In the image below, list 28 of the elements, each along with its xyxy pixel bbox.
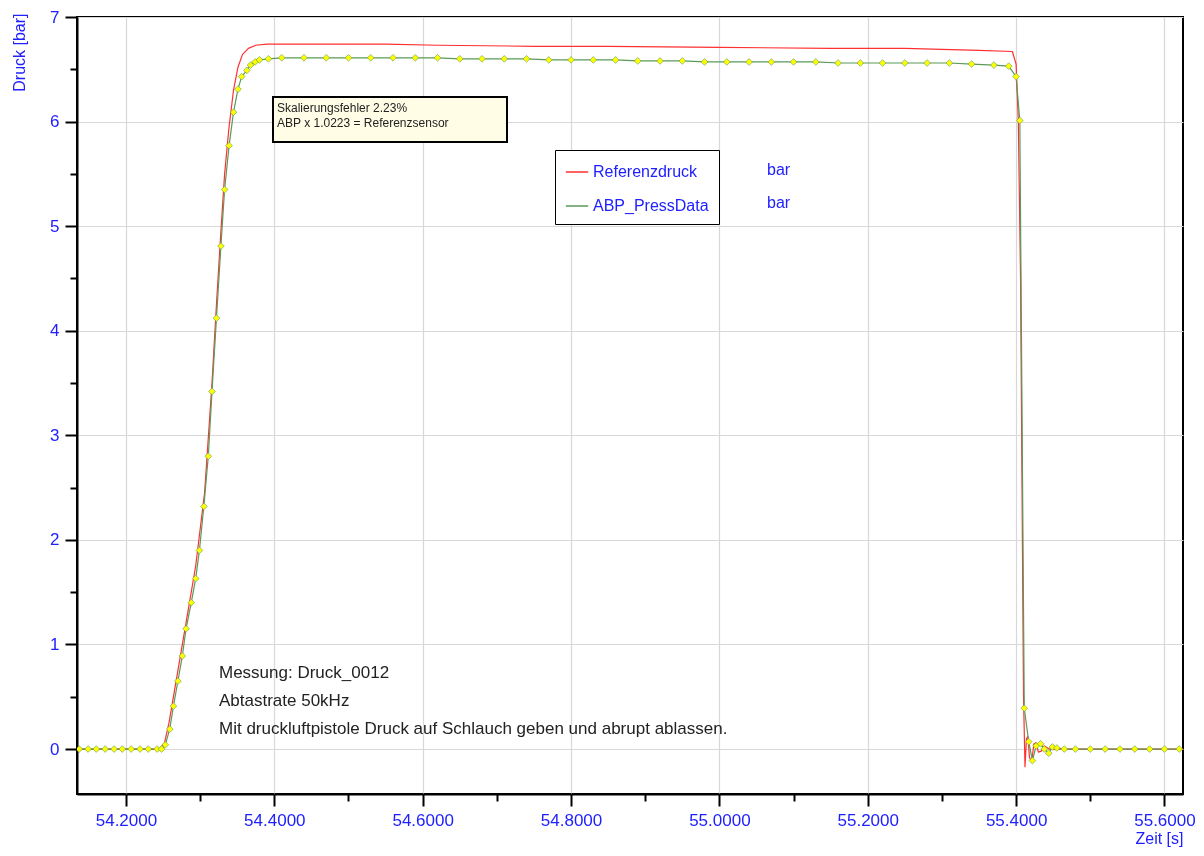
- x-tick-label: 55.0000: [689, 810, 751, 830]
- annotation: Skalierungsfehler 2.23%: [277, 101, 409, 116]
- annotation: bar: [767, 161, 791, 178]
- x-tick-label: 54.6000: [392, 810, 454, 830]
- annotation: Abtastrate 50kHz: [219, 691, 350, 710]
- x-tick-label: 54.4000: [244, 810, 306, 830]
- y-tick-label: 6: [50, 112, 60, 132]
- y-tick-label: 2: [50, 530, 60, 550]
- annotation: Mit druckluftpistole Druck auf Schlauch geben und abrupt ablassen.: [219, 719, 728, 738]
- y-tick-label: 4: [50, 321, 60, 341]
- y-tick-label: 5: [50, 216, 60, 236]
- y-axis-title: Druck [bar]: [10, 13, 28, 92]
- x-axis-title: Zeit [s]: [1135, 829, 1184, 847]
- y-tick-label: 7: [50, 7, 60, 27]
- annotation: Messung: Druck_0012: [219, 663, 390, 682]
- y-tick-label: 3: [50, 425, 60, 445]
- x-tick-label: 55.4000: [985, 810, 1048, 830]
- y-tick-label: 1: [50, 634, 60, 654]
- y-tick-label: 0: [50, 739, 60, 759]
- x-tick-label: 54.8000: [540, 810, 603, 830]
- annotation: ABP x 1.0223 = Referenzsensor: [277, 116, 450, 131]
- legend-label: ABP_PressData: [593, 197, 709, 215]
- x-tick-label: 54.2000: [95, 810, 158, 830]
- x-tick-label: 55.6000: [1134, 810, 1196, 830]
- x-tick-label: 55.2000: [837, 810, 899, 830]
- annotation: bar: [767, 194, 791, 211]
- legend-label: Referenzdruck: [593, 163, 699, 180]
- note-box: Skalierungsfehler 2.23% ABP x 1.0223 = Referenzsensor: [272, 96, 508, 143]
